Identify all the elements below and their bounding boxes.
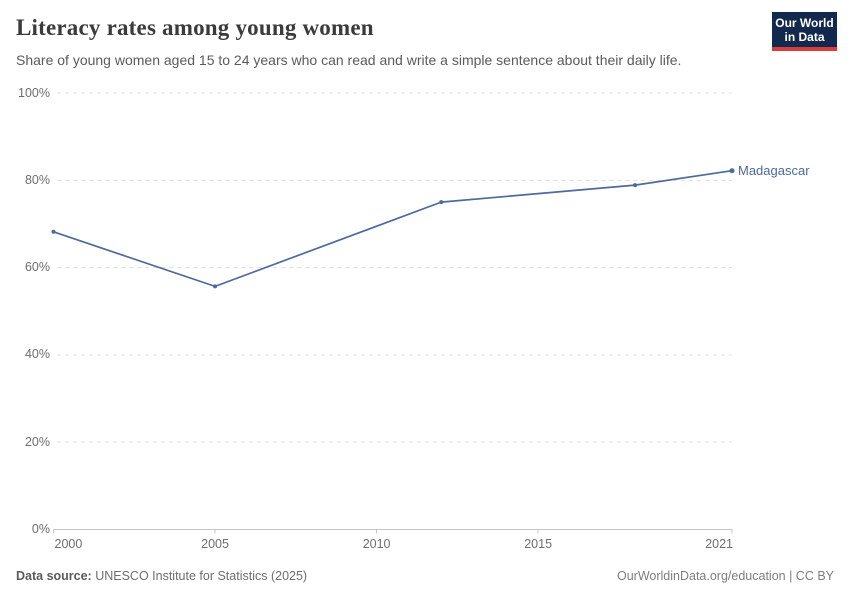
footer-datasource-text: UNESCO Institute for Statistics (2025) [91,569,308,583]
data-line [52,169,733,288]
y-axis-tick-label: 100% [18,85,50,100]
page-title: Literacy rates among young women [16,15,374,40]
y-axis-tick-label: 80% [24,172,50,187]
owid-logo: Our World in Data [772,12,837,51]
x-axis-tick-label: 2010 [362,537,391,551]
x-axis-tick-label: 2021 [705,537,733,551]
x-axis-tick-label: 2005 [201,537,229,551]
y-axis-tick-label: 20% [24,434,50,449]
series-entity-label: Madagascar [738,163,810,179]
data-point [213,284,218,289]
y-axis-tick-label: 40% [24,347,50,362]
chart-subtitle: Share of young women aged 15 to 24 years… [16,52,682,68]
x-axis-tick-label: 2000 [54,537,83,551]
y-axis-tick-label: 60% [24,260,50,275]
y-axis-tick-label: 0% [31,522,50,536]
owid-logo-line2: in Data [784,30,825,44]
footer-attribution-text: OurWorldinData.org/education | CC BY [616,569,834,583]
data-point [729,168,735,174]
data-point [633,183,638,188]
footer-attribution: OurWorldinData.org/education | CC BY [617,569,834,583]
data-point [439,200,444,205]
footer-datasource-label: Data source: [16,569,92,583]
owid-logo-line1: Our World [775,16,834,30]
footer-datasource: Data source: UNESCO Institute for Statis… [16,569,307,583]
data-point [51,229,56,234]
x-axis-tick-label: 2015 [524,537,553,551]
